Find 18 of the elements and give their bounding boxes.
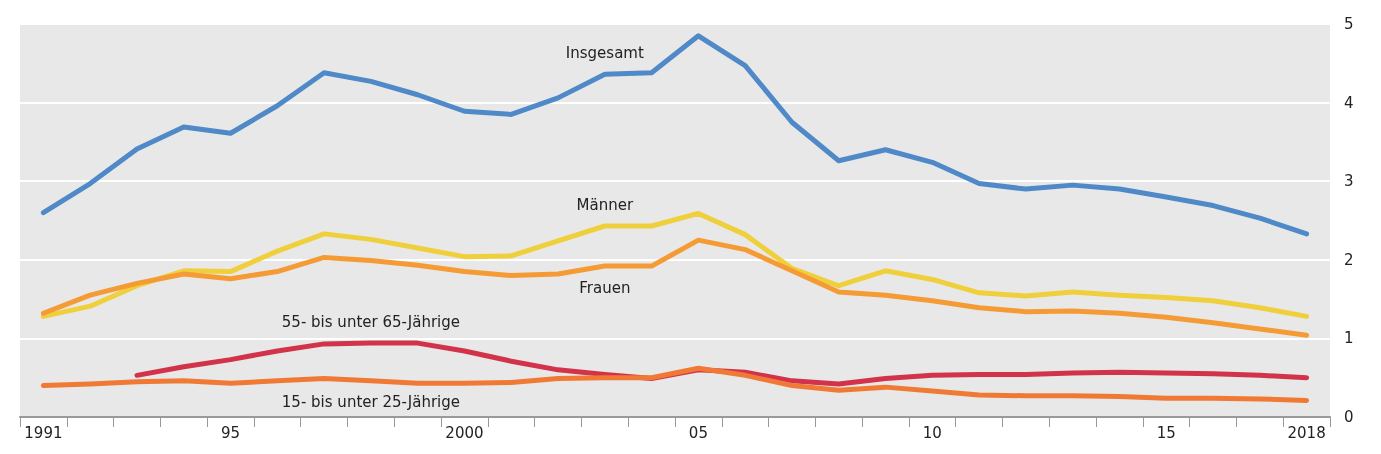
y-tick-label: 2: [1344, 250, 1354, 269]
y-tick-label: 1: [1344, 329, 1354, 348]
y-tick-label: 0: [1344, 408, 1354, 426]
y-tick-label: 4: [1344, 93, 1354, 112]
y-tick-label: 3: [1344, 172, 1354, 191]
series-label: 55- bis unter 65-Jährige: [281, 312, 460, 331]
series-label: Insgesamt: [565, 43, 644, 62]
x-tick-label: 10: [922, 423, 942, 442]
x-tick-label: 15: [1156, 423, 1176, 442]
x-tick-label: 05: [688, 423, 708, 442]
x-tick-label: 2000: [445, 423, 484, 442]
x-tick-label: 2018: [1287, 423, 1326, 442]
y-tick-label: 5: [1344, 15, 1354, 33]
series-label: 15- bis unter 25-Jährige: [281, 393, 460, 412]
series-label: Männer: [576, 195, 634, 214]
x-tick-label: 1991: [24, 423, 63, 442]
series-label: Frauen: [579, 278, 631, 297]
x-tick-label: 95: [220, 423, 241, 442]
